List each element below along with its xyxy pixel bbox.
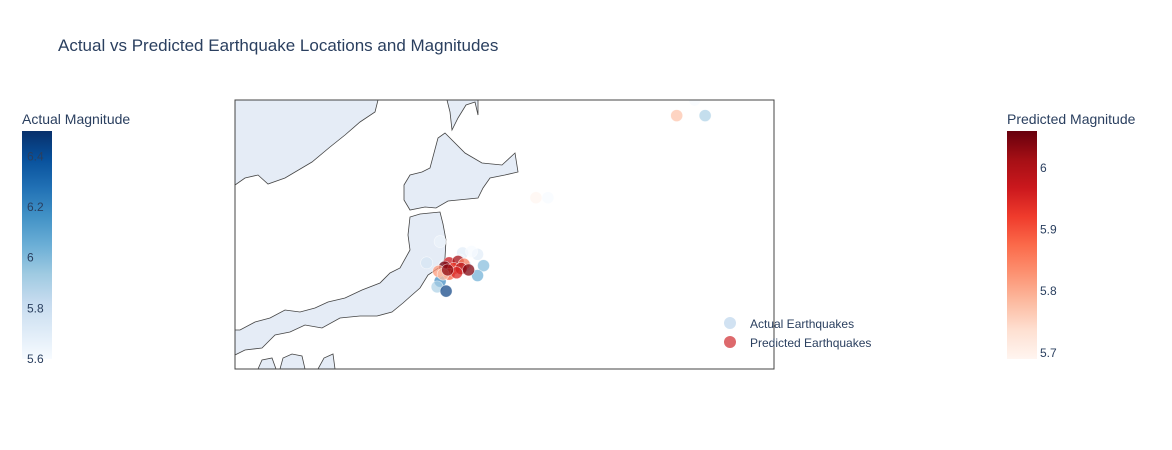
- landmass-hokkaido: [403, 132, 519, 211]
- predicted-earthquakes-markers[interactable]: [432, 109, 683, 281]
- colorbar-actual-tick-label: 5.8: [27, 301, 44, 315]
- chart-title: Actual vs Predicted Earthquake Locations…: [58, 36, 498, 55]
- predicted-earthquake-marker[interactable]: [670, 109, 683, 122]
- landmass-honshu: [235, 211, 447, 356]
- legend-label-predicted: Predicted Earthquakes: [750, 336, 871, 350]
- colorbar-predicted-tick-label: 5.9: [1040, 223, 1057, 237]
- colorbar-actual-tick-label: 5.6: [27, 352, 44, 366]
- colorbar-actual-title: Actual Magnitude: [22, 111, 130, 127]
- legend-marker-actual: [724, 317, 736, 329]
- actual-earthquake-marker[interactable]: [439, 284, 453, 298]
- predicted-earthquake-marker[interactable]: [462, 263, 475, 277]
- colorbar-predicted-tick-label: 5.8: [1040, 284, 1057, 298]
- actual-earthquake-marker[interactable]: [471, 269, 484, 282]
- colorbar-actual-tick-label: 6: [27, 251, 34, 265]
- predicted-earthquake-marker[interactable]: [529, 191, 543, 204]
- colorbar-predicted-tick-label: 6: [1040, 161, 1047, 175]
- actual-earthquake-marker[interactable]: [465, 245, 478, 258]
- legend-item-predicted[interactable]: Predicted Earthquakes: [724, 336, 871, 350]
- landmass-island-south: [317, 353, 336, 369]
- legend-item-actual[interactable]: Actual Earthquakes: [724, 317, 854, 331]
- landmass-group: [235, 100, 519, 369]
- colorbar-predicted-ticks: 5.7 5.8 5.9 6: [1040, 161, 1057, 360]
- actual-earthquake-marker[interactable]: [433, 235, 447, 248]
- actual-earthquake-marker[interactable]: [420, 256, 433, 270]
- legend[interactable]: Actual Earthquakes Predicted Earthquakes: [724, 317, 871, 350]
- landmass-shikoku: [279, 353, 306, 369]
- landmass-sakhalin: [446, 100, 479, 132]
- actual-earthquake-marker[interactable]: [477, 259, 490, 272]
- colorbar-predicted-tick-label: 5.7: [1040, 346, 1057, 360]
- actual-earthquake-marker[interactable]: [698, 109, 712, 122]
- colorbar-predicted-gradient: [1007, 131, 1037, 359]
- landmass-asia-mainland: [235, 100, 379, 186]
- colorbar-actual: Actual Magnitude 5.6 5.8 6 6.2 6.4: [22, 111, 130, 366]
- colorbar-predicted: Predicted Magnitude 5.7 5.8 5.9 6: [1007, 111, 1136, 360]
- colorbar-actual-ticks: 5.6 5.8 6 6.2 6.4: [27, 149, 44, 366]
- actual-earthquake-marker[interactable]: [541, 191, 555, 204]
- actual-earthquake-marker[interactable]: [688, 94, 701, 107]
- geo-map[interactable]: [234, 94, 775, 370]
- predicted-earthquake-marker[interactable]: [441, 263, 454, 277]
- legend-label-actual: Actual Earthquakes: [750, 317, 854, 331]
- map-frame: [234, 99, 775, 370]
- colorbar-actual-tick-label: 6.2: [27, 200, 44, 214]
- colorbar-actual-tick-label: 6.4: [27, 149, 44, 163]
- landmass-kyushu: [257, 357, 277, 369]
- colorbar-actual-gradient: [22, 131, 52, 359]
- colorbar-predicted-title: Predicted Magnitude: [1007, 111, 1136, 127]
- legend-marker-predicted: [724, 336, 736, 348]
